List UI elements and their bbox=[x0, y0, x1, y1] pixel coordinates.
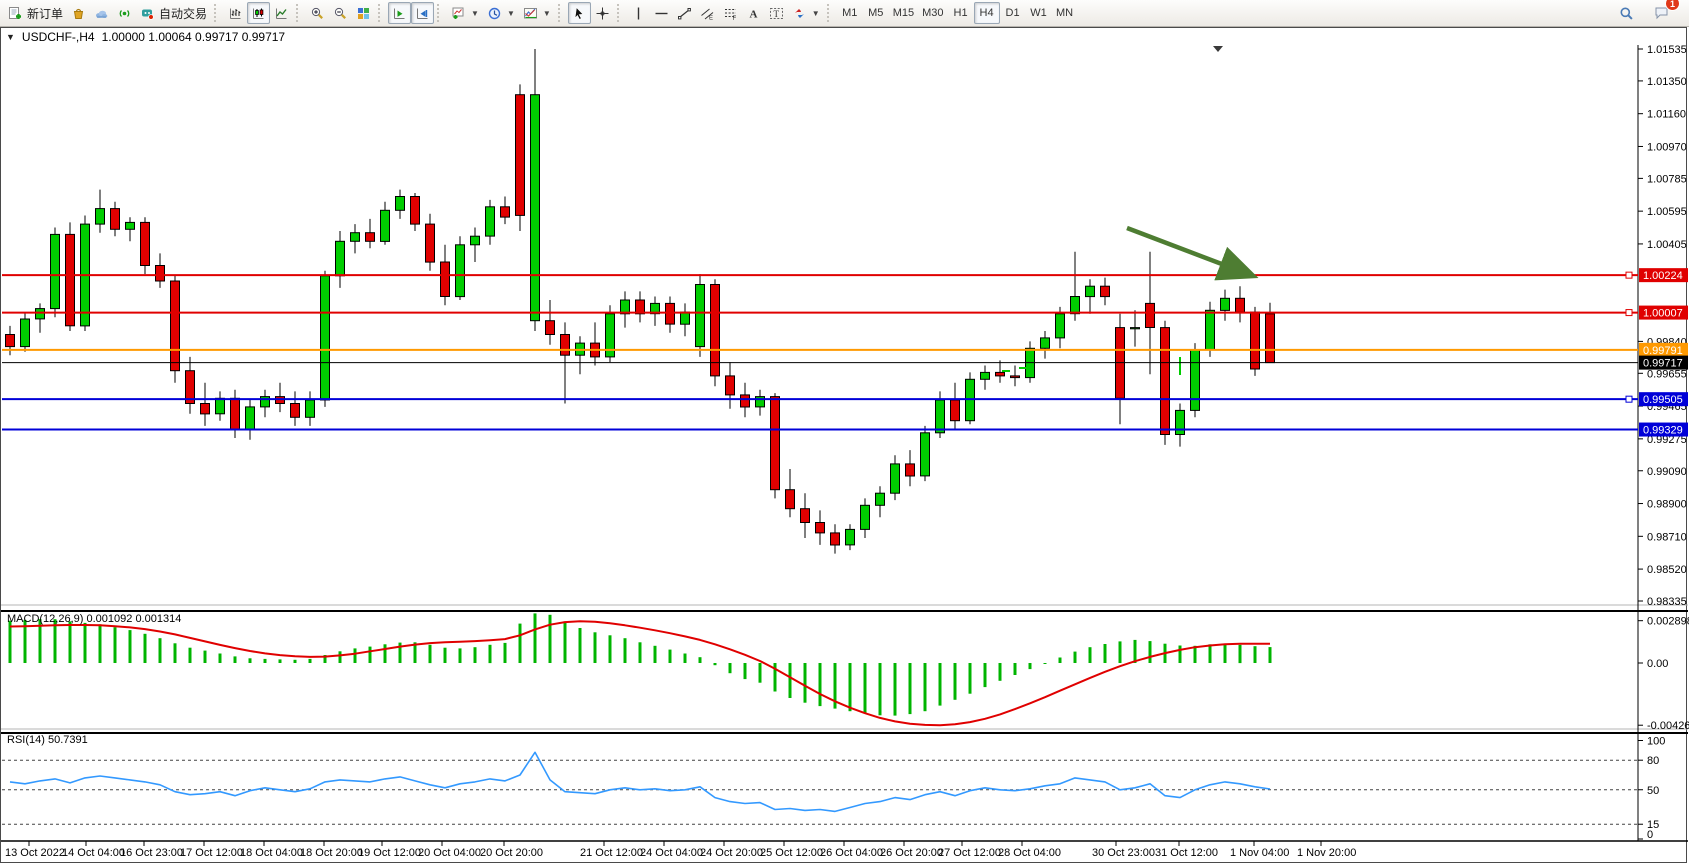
bar-chart-button[interactable] bbox=[224, 2, 247, 24]
search-button[interactable] bbox=[1615, 2, 1638, 24]
trendline-button[interactable] bbox=[673, 2, 696, 24]
toolbar-separator bbox=[616, 4, 622, 22]
text-button[interactable]: A bbox=[742, 2, 765, 24]
signals-button[interactable] bbox=[113, 2, 136, 24]
timeframe-d1-button[interactable]: D1 bbox=[1000, 2, 1026, 24]
vertical-line-icon bbox=[631, 6, 646, 21]
indicators-button[interactable]: ▼ bbox=[519, 2, 555, 24]
new-order-button[interactable]: 新订单 bbox=[4, 2, 67, 24]
tile-windows-icon bbox=[356, 6, 371, 21]
chart-shift-icon bbox=[415, 6, 430, 21]
timeframe-mn-button[interactable]: MN bbox=[1052, 2, 1078, 24]
chat-notification-badge: 1 bbox=[1665, 0, 1680, 12]
autotrading-icon bbox=[140, 6, 155, 21]
timeframe-h1-button[interactable]: H1 bbox=[948, 2, 974, 24]
equidistant-channel-button[interactable]: E bbox=[696, 2, 719, 24]
text-label-button[interactable]: T bbox=[765, 2, 788, 24]
rsi-indicator-label: RSI(14) 50.7391 bbox=[7, 734, 88, 746]
horizontal-line-button[interactable] bbox=[650, 2, 673, 24]
toolbar-separator bbox=[296, 4, 301, 22]
arrows-button[interactable]: ▼ bbox=[788, 2, 824, 24]
channel-icon: E bbox=[700, 6, 715, 21]
auto-scroll-button[interactable] bbox=[388, 2, 412, 24]
tile-windows-button[interactable] bbox=[352, 2, 375, 24]
zoom-out-button[interactable] bbox=[329, 2, 352, 24]
toolbar-separator bbox=[214, 4, 219, 22]
zoom-in-icon bbox=[310, 6, 325, 21]
timeframe-m1-button[interactable]: M1 bbox=[837, 2, 863, 24]
cursor-button[interactable] bbox=[567, 2, 591, 24]
line-chart-icon bbox=[274, 6, 289, 21]
crosshair-button[interactable] bbox=[591, 2, 614, 24]
arrows-icon bbox=[792, 6, 807, 21]
candle-chart-icon bbox=[251, 6, 266, 21]
periods-button[interactable]: ▼ bbox=[483, 2, 519, 24]
vertical-line-button[interactable] bbox=[627, 2, 650, 24]
new-chart-icon bbox=[451, 6, 466, 21]
timeframe-m15-button[interactable]: M15 bbox=[889, 2, 918, 24]
chart-shift-button[interactable] bbox=[411, 2, 435, 24]
macd-indicator-label: MACD(12,26,9) 0.001092 0.001314 bbox=[7, 613, 182, 625]
chart-symbol-title: USDCHF-,H4 bbox=[21, 29, 95, 44]
toolbar-separator bbox=[378, 4, 383, 22]
svg-text:T: T bbox=[773, 9, 779, 19]
chart-ohlc-values: 1.00000 1.00064 0.99717 0.99717 bbox=[101, 29, 286, 44]
timeframe-m5-button[interactable]: M5 bbox=[863, 2, 889, 24]
toolbar-separator bbox=[437, 4, 442, 22]
periods-icon bbox=[487, 6, 502, 21]
svg-text:E: E bbox=[709, 15, 713, 21]
line-chart-button[interactable] bbox=[270, 2, 293, 24]
svg-text:A: A bbox=[749, 8, 757, 20]
fibonacci-icon: F bbox=[723, 6, 738, 21]
indicators-icon bbox=[523, 6, 538, 21]
signals-icon bbox=[117, 6, 132, 21]
candlestick-chart-button[interactable] bbox=[247, 2, 271, 24]
market-button[interactable] bbox=[67, 2, 90, 24]
auto-scroll-icon bbox=[392, 6, 407, 21]
cursor-icon bbox=[572, 6, 587, 21]
chart-window: ▼ USDCHF-,H4 1.00000 1.00064 0.99717 0.9… bbox=[0, 27, 1687, 863]
zoom-out-icon bbox=[333, 6, 348, 21]
text-label-icon: T bbox=[769, 6, 784, 21]
timeframe-w1-button[interactable]: W1 bbox=[1026, 2, 1052, 24]
dropdown-caret-icon: ▼ bbox=[542, 8, 551, 18]
timeframe-h4-button[interactable]: H4 bbox=[973, 2, 1000, 24]
toolbar-separator bbox=[826, 4, 832, 22]
crosshair-icon bbox=[595, 6, 610, 21]
new-order-icon bbox=[8, 6, 23, 21]
search-icon bbox=[1619, 6, 1634, 21]
dropdown-caret-icon: ▼ bbox=[811, 8, 820, 18]
chart-caption: ▼ USDCHF-,H4 1.00000 1.00064 0.99717 0.9… bbox=[1, 28, 1686, 45]
autotrading-button[interactable]: 自动交易 bbox=[136, 2, 211, 24]
new-chart-button[interactable]: ▼ bbox=[447, 2, 483, 24]
trend-line-icon bbox=[677, 6, 692, 21]
timeframe-m30-button[interactable]: M30 bbox=[918, 2, 947, 24]
main-toolbar: 新订单 自动交易 ▼ ▼ ▼ E F A T ▼ M1 M5 M15 M30 H1 H4 D1 W1 MN 1 bbox=[0, 0, 1689, 27]
virtual-hosting-button[interactable] bbox=[90, 2, 113, 24]
zoom-in-button[interactable] bbox=[306, 2, 329, 24]
dropdown-caret-icon: ▼ bbox=[506, 8, 515, 18]
market-icon bbox=[71, 6, 86, 21]
dropdown-caret-icon: ▼ bbox=[471, 8, 479, 18]
hosting-icon bbox=[94, 6, 109, 21]
bar-chart-icon bbox=[228, 6, 243, 21]
horizontal-line-icon bbox=[654, 6, 669, 21]
text-icon: A bbox=[746, 6, 761, 21]
toolbar-separator bbox=[557, 4, 563, 22]
fibonacci-button[interactable]: F bbox=[719, 2, 742, 24]
svg-text:F: F bbox=[732, 16, 736, 21]
chart-menu-icon[interactable]: ▼ bbox=[6, 31, 15, 42]
